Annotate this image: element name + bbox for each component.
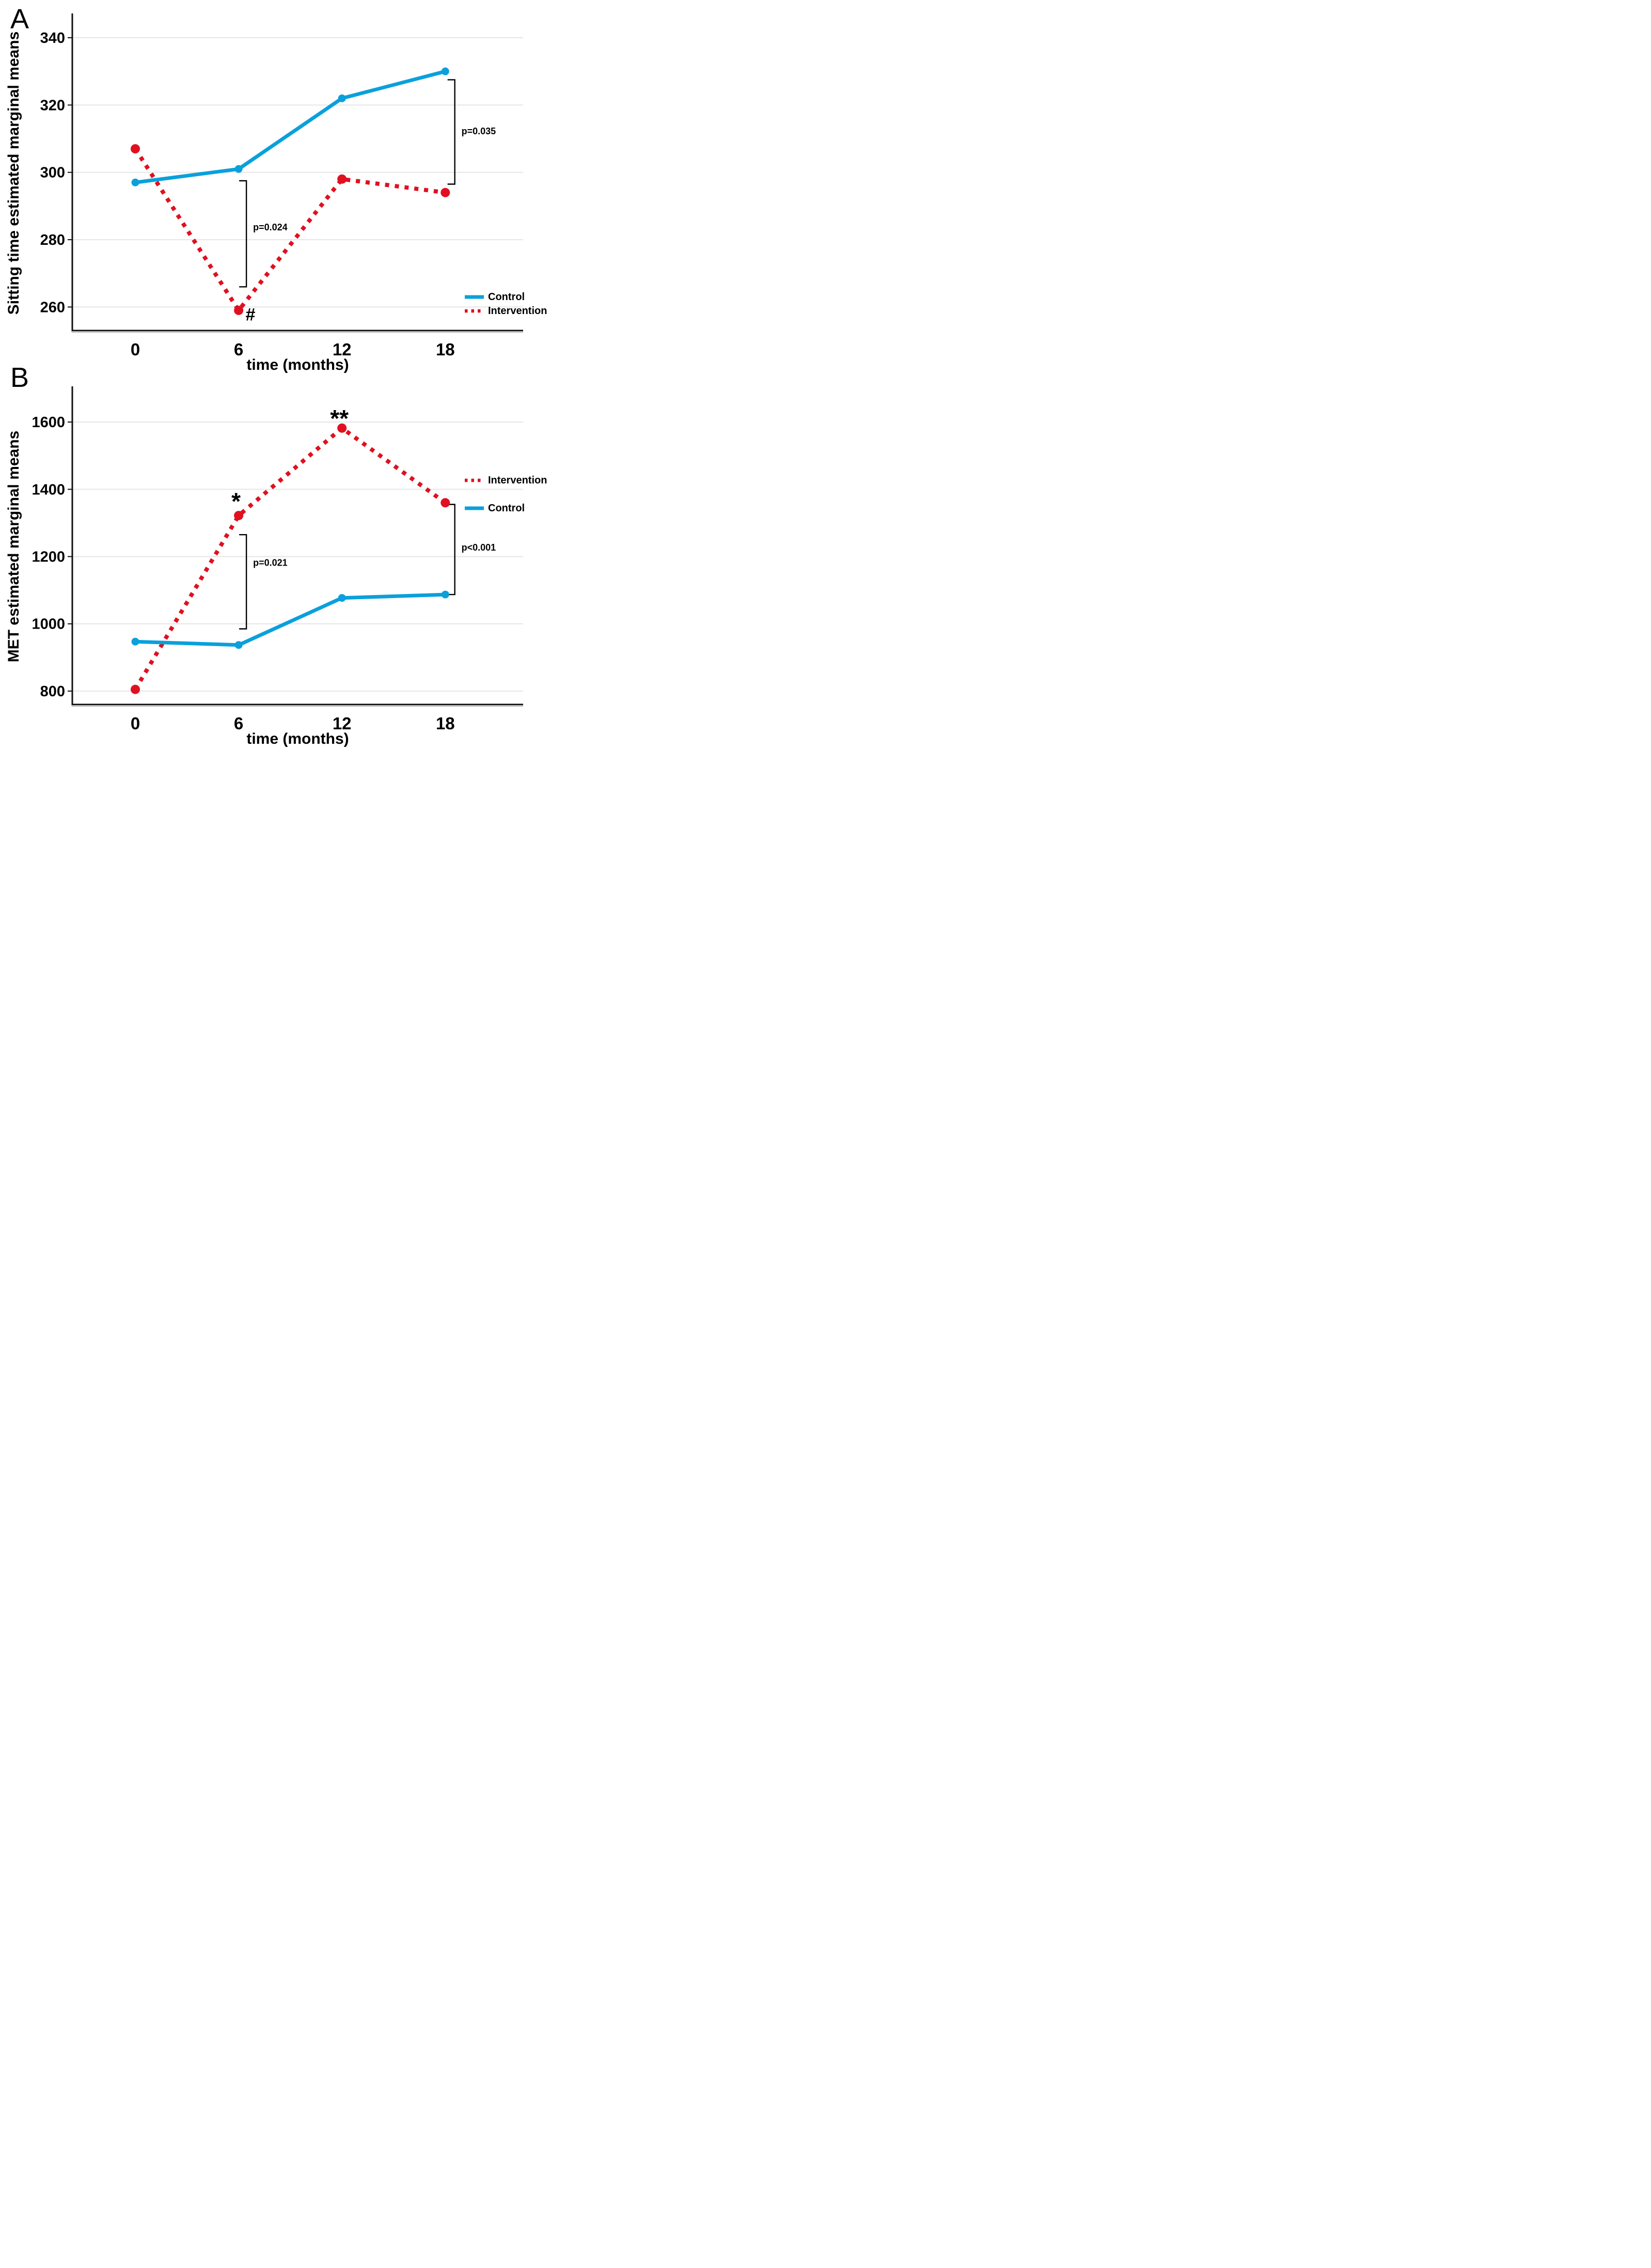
x-axis-title: time (months): [246, 730, 349, 747]
y-axis-title: MET estimated marginal means: [5, 431, 22, 662]
y-tick-label: 340: [40, 30, 65, 46]
data-point-intervention: [234, 305, 244, 315]
data-point-control: [441, 67, 449, 75]
series-line-intervention: [133, 425, 447, 691]
y-tick-label: 1200: [32, 549, 65, 566]
data-point-control: [131, 178, 139, 186]
data-point-control: [338, 594, 346, 602]
significance-bracket: [239, 180, 247, 288]
p-value-label: p=0.035: [462, 126, 496, 136]
x-tick-label: 6: [234, 340, 243, 359]
significance-marker: #: [245, 305, 255, 324]
p-value-label: p=0.024: [253, 222, 288, 232]
p-value-label: p<0.001: [462, 542, 496, 553]
panel-b-chart: 8001000120014001600p=0.021p<0.001***Inte…: [5, 386, 547, 747]
x-tick-label: 12: [333, 340, 352, 359]
data-point-intervention: [131, 144, 140, 154]
data-point-intervention: [441, 498, 450, 508]
series-line-control: [135, 592, 446, 647]
y-axis-title: Sitting time estimated marginal means: [5, 32, 22, 315]
y-tick-label: 260: [40, 299, 65, 316]
x-axis-title: time (months): [246, 356, 349, 373]
p-value-label: p=0.021: [253, 557, 288, 568]
data-point-control: [234, 641, 243, 649]
y-tick-label: 1600: [32, 414, 65, 431]
figure-page: A 260 280 300 320 340 p=0.024 p=0.035 # Control I…: [0, 0, 551, 756]
x-tick-label: 6: [234, 714, 243, 733]
data-point-intervention: [441, 187, 450, 197]
y-tick-label: 320: [40, 97, 65, 114]
series-line-control: [135, 69, 446, 184]
significance-bracket: [447, 79, 455, 185]
panel-b-letter: B: [10, 362, 29, 393]
significance-marker: **: [330, 405, 349, 432]
significance-marker: *: [231, 488, 241, 514]
significance-bracket: [447, 504, 455, 596]
panel-a-letter: A: [10, 4, 29, 35]
data-point-intervention: [234, 511, 244, 521]
x-tick-label: 0: [131, 714, 140, 733]
panel-a-chart: 260 280 300 320 340 p=0.024 p=0.035 # Control Int…: [5, 13, 547, 373]
legend-label-intervention: Intervention: [488, 475, 547, 486]
legend-label-control: Control: [488, 503, 525, 514]
data-point-control: [441, 590, 449, 599]
y-tick-label: 280: [40, 232, 65, 248]
data-point-intervention: [337, 423, 347, 433]
x-tick-label: 0: [131, 340, 140, 359]
y-tick-label: 1000: [32, 616, 65, 633]
data-point-intervention: [337, 174, 347, 184]
x-tick-label: 18: [436, 340, 455, 359]
series-line-intervention: [133, 147, 446, 314]
legend-label-control: Control: [488, 291, 525, 303]
x-tick-label: 12: [333, 714, 352, 733]
data-point-control: [131, 637, 139, 646]
y-tick-label: 1400: [32, 481, 65, 498]
data-point-control: [234, 165, 243, 173]
data-point-intervention: [131, 684, 140, 694]
data-point-control: [338, 94, 346, 102]
y-tick-label: 800: [40, 683, 65, 700]
legend-label-intervention: Intervention: [488, 305, 547, 317]
significance-bracket: [239, 534, 247, 630]
y-tick-label: 300: [40, 165, 65, 181]
x-tick-label: 18: [436, 714, 455, 733]
